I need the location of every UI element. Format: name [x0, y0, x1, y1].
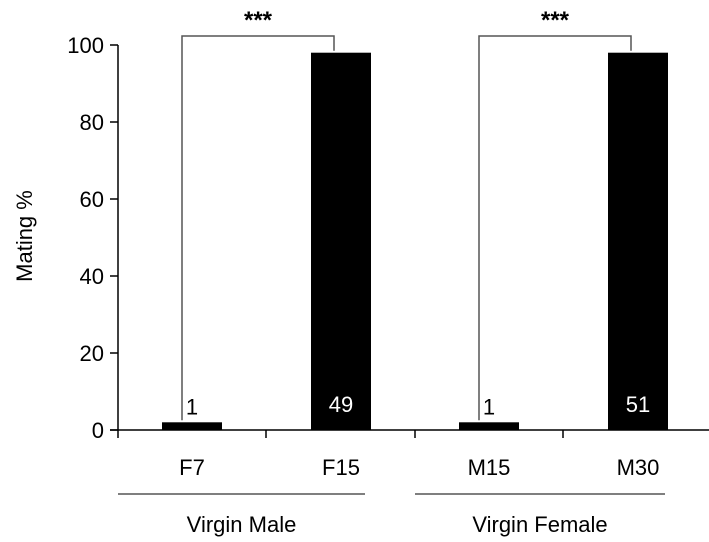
data-label-f7: 1	[186, 394, 198, 419]
y-tick-label: 20	[80, 341, 104, 366]
category-label-m15: M15	[468, 455, 511, 480]
bar-f15	[311, 52, 371, 430]
annotations: *** ***	[181, 7, 632, 421]
data-label-m15: 1	[483, 394, 495, 419]
bar-m15	[459, 422, 519, 430]
y-axis-label: Mating %	[12, 190, 37, 282]
category-label-f15: F15	[322, 455, 360, 480]
significance-bracket	[181, 35, 335, 421]
y-tick-label: 100	[67, 33, 104, 58]
category-label-m30: M30	[617, 455, 660, 480]
bar-f7	[162, 422, 222, 430]
y-tick-label: 40	[80, 264, 104, 289]
data-label-m30: 51	[626, 392, 650, 417]
axes: 0 20 40 60 80 100 F7 F15 M15 M30 Virgin Male Virgin…	[67, 33, 709, 537]
significance-label: ***	[541, 7, 570, 34]
data-label-f15: 49	[329, 392, 353, 417]
category-label-f7: F7	[179, 455, 205, 480]
y-tick-label: 0	[92, 418, 104, 443]
significance-label: ***	[244, 7, 273, 34]
bar-m30	[608, 52, 668, 430]
y-tick-label: 60	[80, 187, 104, 212]
bars: 1 49 1 51	[162, 52, 668, 430]
group-label: Virgin Male	[187, 512, 297, 537]
y-tick-label: 80	[80, 110, 104, 135]
significance-bracket	[478, 35, 632, 421]
group-label: Virgin Female	[472, 512, 607, 537]
